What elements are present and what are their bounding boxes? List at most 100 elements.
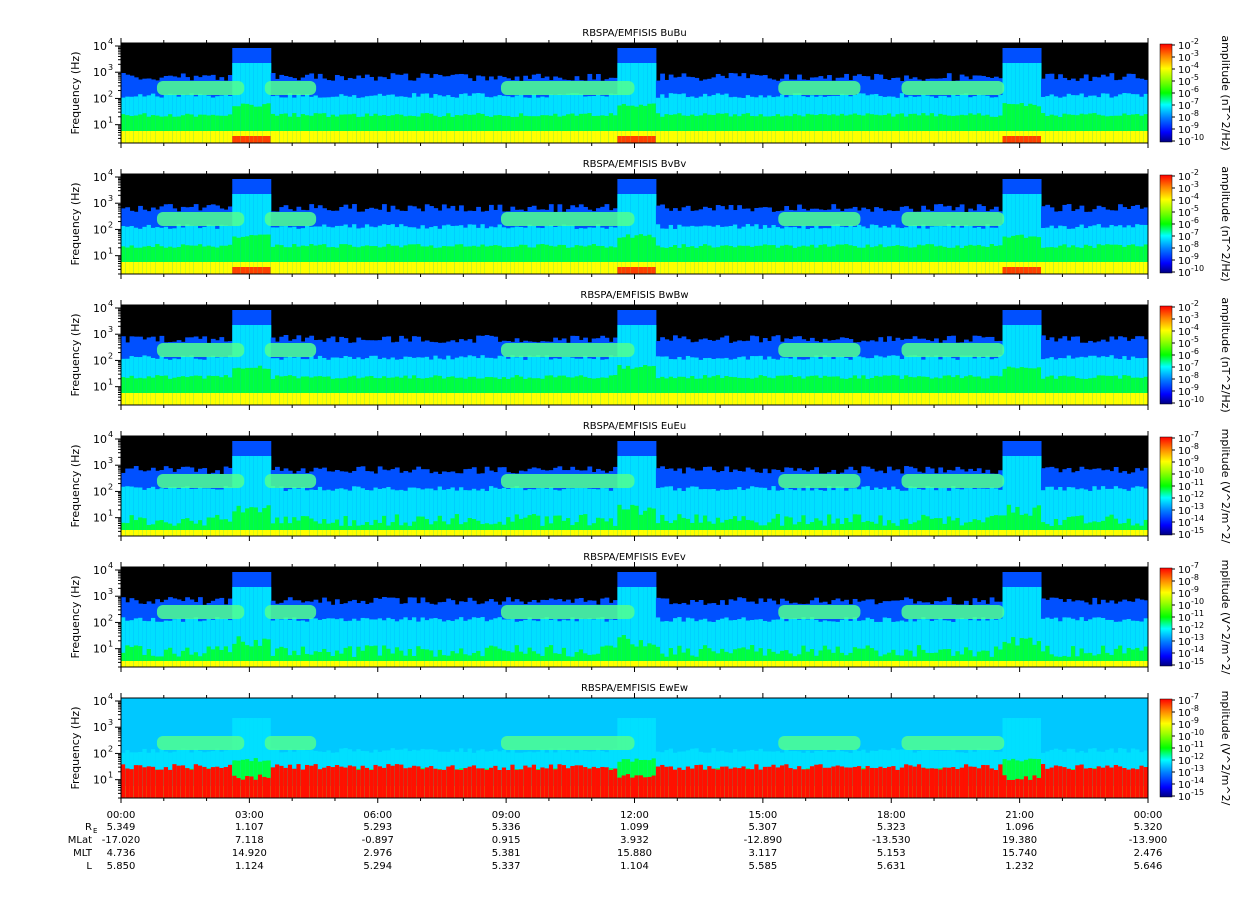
spectral-column bbox=[1006, 103, 1012, 143]
spectral-column bbox=[163, 131, 169, 143]
spectral-column bbox=[322, 131, 327, 143]
spectral-column bbox=[788, 116, 794, 143]
colorbar-tick-label: 10 bbox=[1178, 196, 1191, 207]
spectral-column bbox=[548, 619, 554, 667]
spectral-column bbox=[630, 267, 635, 274]
spectral-column bbox=[403, 530, 409, 536]
spectral-column bbox=[382, 645, 387, 667]
spectral-column bbox=[403, 490, 409, 536]
spectral-column bbox=[1028, 236, 1033, 274]
spectral-column bbox=[690, 131, 695, 143]
spectral-column bbox=[142, 530, 148, 536]
spectral-column bbox=[334, 247, 340, 274]
spectral-column bbox=[638, 367, 644, 405]
spectral-column bbox=[501, 393, 507, 405]
spectral-column bbox=[142, 393, 148, 405]
spectral-column bbox=[1036, 530, 1042, 536]
spectral-column bbox=[386, 530, 392, 536]
spectral-column bbox=[1139, 377, 1145, 405]
spectral-column bbox=[544, 375, 550, 405]
spectral-column bbox=[352, 520, 357, 536]
spectral-column bbox=[1045, 131, 1051, 143]
spectral-column bbox=[634, 661, 640, 667]
spectral-column bbox=[236, 106, 242, 143]
spectral-column bbox=[835, 376, 841, 405]
spectral-column bbox=[921, 514, 926, 536]
spectral-column bbox=[578, 618, 584, 667]
spectral-column bbox=[784, 516, 790, 536]
spectral-column bbox=[1088, 131, 1093, 143]
spectral-column bbox=[583, 653, 588, 667]
spectral-column bbox=[373, 393, 379, 405]
colorbar-tick-exponent: -9 bbox=[1191, 454, 1199, 463]
spectral-column bbox=[523, 244, 529, 274]
spectral-column bbox=[643, 136, 648, 143]
colorbar-tick-label: 10 bbox=[1178, 208, 1191, 219]
spectral-column bbox=[484, 490, 490, 536]
spectral-column bbox=[1041, 522, 1046, 536]
spectral-column bbox=[382, 530, 387, 536]
spectral-column bbox=[459, 131, 464, 143]
spectral-column bbox=[394, 621, 400, 667]
spectral-column bbox=[750, 131, 755, 143]
spectral-column bbox=[655, 113, 661, 143]
spectral-column bbox=[934, 518, 939, 536]
spectral-column bbox=[416, 262, 422, 274]
spectral-column bbox=[536, 530, 541, 536]
spectral-column bbox=[454, 244, 460, 274]
spectral-column bbox=[138, 247, 143, 274]
spectral-column bbox=[732, 262, 738, 274]
colorbar-tick-label: 10 bbox=[1178, 387, 1191, 398]
spectral-column bbox=[138, 377, 143, 405]
spectral-column bbox=[784, 262, 790, 274]
spectral-column bbox=[745, 488, 751, 536]
spectral-column bbox=[266, 267, 272, 274]
spectral-column bbox=[463, 393, 469, 405]
spectral-column bbox=[827, 393, 832, 405]
spectral-column bbox=[262, 638, 267, 667]
spectral-column bbox=[818, 113, 824, 143]
spectral-column bbox=[908, 262, 914, 274]
spectral-column bbox=[309, 262, 315, 274]
spectral-column bbox=[544, 115, 550, 143]
spectral-column bbox=[886, 530, 892, 536]
spectral-column bbox=[613, 488, 618, 536]
spectral-column bbox=[724, 651, 730, 667]
y-tick-exponent: 4 bbox=[108, 168, 113, 177]
spectral-column bbox=[886, 375, 892, 405]
spectral-column bbox=[1006, 325, 1012, 405]
spectral-column bbox=[702, 530, 708, 536]
spectral-column bbox=[185, 245, 190, 274]
spectral-column bbox=[138, 393, 143, 405]
spectral-column bbox=[317, 262, 323, 274]
spectral-column bbox=[1143, 114, 1149, 143]
spectral-column bbox=[1011, 367, 1016, 405]
spectral-column bbox=[364, 131, 370, 143]
spectral-column bbox=[510, 618, 516, 667]
spectral-column bbox=[424, 246, 430, 274]
spectral-column bbox=[938, 487, 944, 536]
spectral-column bbox=[767, 530, 772, 536]
colorbar-tick-exponent: -2 bbox=[1191, 168, 1199, 177]
spectral-column bbox=[159, 520, 165, 536]
spectral-column bbox=[484, 262, 490, 274]
spectral-column bbox=[480, 378, 486, 405]
spectral-column bbox=[655, 393, 661, 405]
spectral-column bbox=[750, 246, 755, 274]
spectral-column bbox=[570, 661, 576, 667]
spectral-column bbox=[608, 518, 614, 536]
spectral-column bbox=[138, 661, 143, 667]
spectral-column bbox=[643, 646, 648, 667]
spectral-column bbox=[369, 490, 374, 536]
colorbar-tick-exponent: -4 bbox=[1191, 192, 1199, 201]
spectral-column bbox=[514, 375, 520, 405]
spectral-column bbox=[835, 530, 841, 536]
y-tick-exponent: 3 bbox=[108, 456, 113, 465]
spectral-column bbox=[540, 487, 546, 536]
spectral-column bbox=[827, 514, 832, 536]
spectral-column bbox=[929, 262, 935, 274]
spectral-column bbox=[587, 661, 593, 667]
spectral-column bbox=[249, 104, 255, 143]
spectral-column bbox=[129, 661, 135, 667]
colorbar-tick-label: 10 bbox=[1178, 137, 1191, 148]
